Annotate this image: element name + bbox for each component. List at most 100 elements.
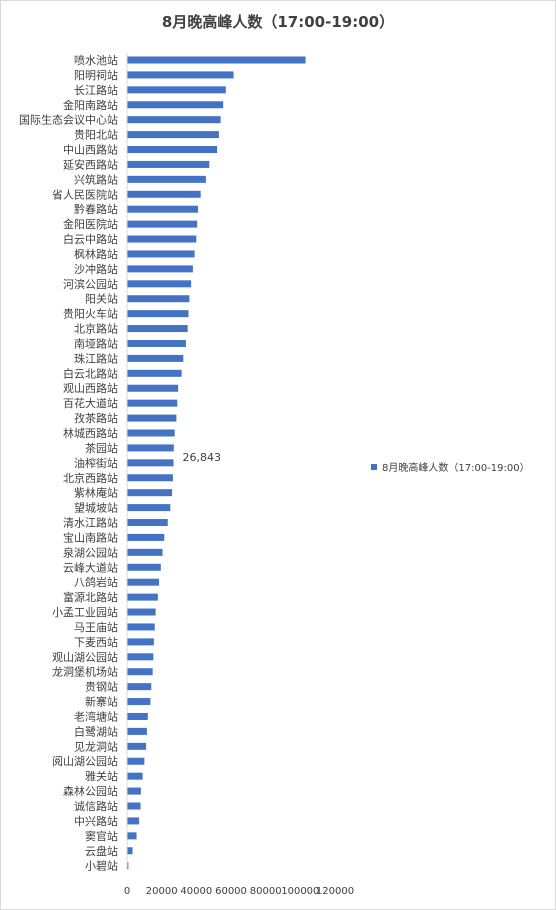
category-label: 观山西路站 (63, 381, 118, 395)
bar-43 (127, 683, 152, 691)
bar-37 (127, 593, 158, 601)
category-label: 金阳医院站 (63, 217, 118, 231)
category-label: 下麦西站 (74, 635, 118, 649)
bar-19 (127, 325, 188, 333)
bar-8 (127, 160, 210, 168)
category-label: 贵阳北站 (74, 128, 118, 142)
bar-26 (127, 429, 175, 437)
category-label: 贵钢站 (85, 680, 118, 694)
bar-35 (127, 563, 161, 571)
category-label: 阳关站 (85, 292, 118, 306)
category-label: 茶园站 (85, 441, 118, 455)
bars-group: 26,843 (127, 56, 306, 870)
category-label: 小碧站 (85, 859, 118, 873)
category-label: 省人民医院站 (52, 187, 118, 201)
bar-16 (127, 280, 192, 288)
category-label: 见龙洞站 (74, 739, 118, 753)
bar-36 (127, 578, 160, 586)
bar-28 (127, 459, 174, 467)
category-label: 北京西路站 (63, 471, 118, 485)
bar-31 (127, 504, 171, 512)
bar-22 (127, 369, 182, 377)
category-label: 沙冲路站 (74, 262, 118, 276)
category-label: 泉湖公园站 (63, 545, 118, 559)
bar-33 (127, 533, 165, 541)
category-label: 宝山南路站 (63, 530, 118, 544)
bar-53 (127, 832, 137, 840)
bar-6 (127, 131, 219, 139)
category-label: 贵阳火车站 (63, 307, 118, 321)
category-label: 马王庙站 (74, 620, 118, 634)
category-label: 森林公园站 (63, 784, 118, 798)
bar-39 (127, 623, 155, 631)
bar-4 (127, 101, 224, 109)
category-label: 雅关站 (85, 769, 118, 783)
category-label: 龙洞堡机场站 (52, 665, 118, 679)
bar-32 (127, 519, 168, 527)
data-label: 26,843 (183, 451, 222, 464)
legend-swatch (371, 464, 377, 470)
category-label: 望城坡站 (74, 501, 118, 515)
bar-25 (127, 414, 177, 422)
category-label: 林城西路站 (63, 426, 118, 440)
category-label: 清水江路站 (63, 516, 118, 530)
category-label: 富源北路站 (63, 590, 118, 604)
bar-5 (127, 116, 221, 124)
bar-15 (127, 265, 193, 273)
category-label: 国际生态会议中心站 (19, 113, 118, 127)
x-tick-label: 80000 (250, 886, 282, 897)
category-label: 油榨街站 (74, 456, 118, 470)
x-tick-label: 100000 (281, 886, 319, 897)
chart-title: 8月晚高峰人数（17:00-19:00） (161, 13, 395, 31)
bar-51 (127, 802, 141, 810)
bar-30 (127, 489, 173, 497)
bar-13 (127, 235, 197, 243)
legend-label: 8月晚高峰人数（17:00-19:00） (382, 461, 530, 474)
bar-50 (127, 787, 141, 795)
legend: 8月晚高峰人数（17:00-19:00） (371, 461, 530, 474)
category-label: 阅山湖公园站 (52, 754, 118, 768)
bar-21 (127, 354, 184, 362)
category-label: 白鹭湖站 (74, 724, 118, 738)
category-label: 南垭路站 (74, 336, 118, 350)
bar-29 (127, 474, 173, 482)
bar-45 (127, 712, 148, 720)
bar-49 (127, 772, 143, 780)
bar-48 (127, 757, 145, 765)
bar-40 (127, 638, 154, 646)
bar-10 (127, 190, 201, 198)
category-label: 北京路站 (74, 322, 118, 336)
category-label: 金阳南路站 (63, 98, 118, 112)
bar-27 (127, 444, 174, 452)
bar-46 (127, 727, 147, 735)
category-label: 老湾塘站 (74, 709, 118, 723)
bar-7 (127, 146, 218, 154)
category-label: 小孟工业园站 (52, 605, 118, 619)
bar-12 (127, 220, 198, 228)
category-label: 枫林路站 (74, 247, 118, 261)
category-label: 孜茶路站 (74, 411, 118, 425)
x-tick-label: 40000 (180, 886, 212, 897)
category-label: 阳明祠站 (74, 68, 118, 82)
bar-42 (127, 668, 153, 676)
x-tick-label: 20000 (146, 886, 178, 897)
category-label: 兴筑路站 (74, 172, 118, 186)
bar-2 (127, 71, 234, 79)
category-label: 白云北路站 (63, 366, 118, 380)
category-label: 云峰大道站 (63, 560, 118, 574)
bar-14 (127, 250, 195, 258)
category-label: 黔春路站 (74, 202, 118, 216)
x-tick-label: 120000 (316, 886, 354, 897)
bar-34 (127, 548, 163, 556)
category-label: 白云中路站 (63, 232, 118, 246)
category-label: 中兴路站 (74, 814, 118, 828)
bar-23 (127, 384, 179, 392)
bar-24 (127, 399, 178, 407)
bar-47 (127, 742, 147, 750)
bar-17 (127, 295, 190, 303)
category-label: 喷水池站 (74, 53, 118, 67)
category-label: 诚信路站 (74, 799, 118, 813)
